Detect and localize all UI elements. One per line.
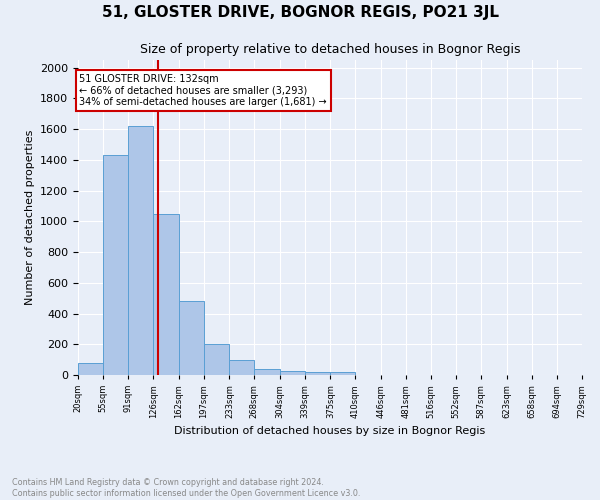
- Bar: [78, 362, 103, 375]
- Bar: [103, 156, 128, 375]
- Text: 51, GLOSTER DRIVE, BOGNOR REGIS, PO21 3JL: 51, GLOSTER DRIVE, BOGNOR REGIS, PO21 3J…: [101, 5, 499, 20]
- Y-axis label: Number of detached properties: Number of detached properties: [25, 130, 35, 305]
- Bar: [179, 301, 204, 375]
- Bar: [331, 372, 355, 375]
- Text: 51 GLOSTER DRIVE: 132sqm
← 66% of detached houses are smaller (3,293)
34% of sem: 51 GLOSTER DRIVE: 132sqm ← 66% of detach…: [79, 74, 327, 107]
- Title: Size of property relative to detached houses in Bognor Regis: Size of property relative to detached ho…: [140, 43, 520, 56]
- Bar: [254, 368, 280, 375]
- X-axis label: Distribution of detached houses by size in Bognor Regis: Distribution of detached houses by size …: [175, 426, 485, 436]
- Text: Contains HM Land Registry data © Crown copyright and database right 2024.
Contai: Contains HM Land Registry data © Crown c…: [12, 478, 361, 498]
- Bar: [305, 372, 331, 375]
- Bar: [128, 126, 154, 375]
- Bar: [280, 371, 305, 375]
- Bar: [154, 214, 179, 375]
- Bar: [204, 344, 229, 375]
- Bar: [229, 360, 254, 375]
